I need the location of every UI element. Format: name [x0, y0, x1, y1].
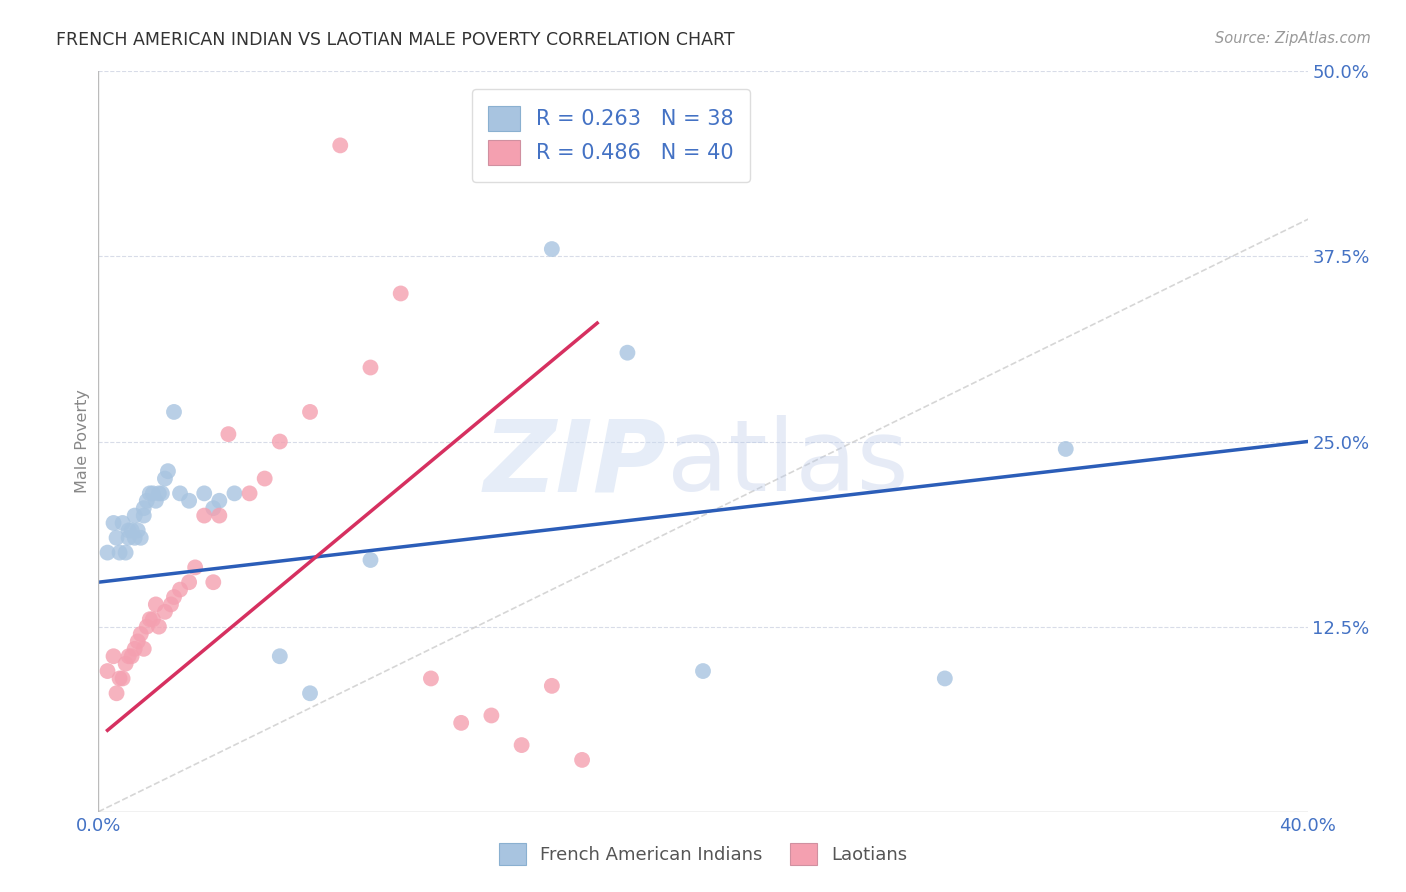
Point	[139, 486, 162, 500]
Point	[299, 405, 322, 419]
Point	[169, 486, 191, 500]
Point	[150, 486, 173, 500]
Point	[142, 612, 165, 626]
Point	[118, 531, 141, 545]
Point	[450, 715, 472, 730]
Point	[142, 486, 165, 500]
Point	[160, 598, 183, 612]
Text: atlas: atlas	[666, 416, 908, 512]
Point	[202, 501, 225, 516]
Point	[239, 486, 262, 500]
Text: ZIP: ZIP	[484, 416, 666, 512]
Point	[111, 516, 134, 530]
Point	[96, 546, 118, 560]
Point	[127, 634, 149, 648]
Point	[103, 649, 125, 664]
Point	[571, 753, 593, 767]
Point	[360, 553, 382, 567]
Point	[132, 641, 155, 656]
Point	[132, 501, 155, 516]
Point	[105, 531, 128, 545]
Point	[389, 286, 412, 301]
Point	[481, 708, 503, 723]
Point	[208, 493, 231, 508]
Point	[208, 508, 231, 523]
Point	[540, 242, 562, 256]
Point	[217, 427, 239, 442]
Point	[163, 405, 186, 419]
Point	[169, 582, 191, 597]
Point	[153, 471, 176, 485]
Point	[108, 546, 131, 560]
Point	[420, 672, 443, 686]
Point	[132, 508, 155, 523]
Point	[540, 679, 562, 693]
Point	[1054, 442, 1077, 456]
Point	[145, 598, 167, 612]
Point	[184, 560, 207, 574]
Point	[224, 486, 246, 500]
Point	[124, 508, 146, 523]
Point	[135, 619, 157, 633]
Point	[148, 619, 170, 633]
Point	[139, 612, 162, 626]
Point	[202, 575, 225, 590]
Point	[129, 627, 152, 641]
Text: Source: ZipAtlas.com: Source: ZipAtlas.com	[1215, 31, 1371, 46]
Point	[135, 493, 157, 508]
Point	[111, 672, 134, 686]
Point	[108, 672, 131, 686]
Y-axis label: Male Poverty: Male Poverty	[75, 390, 90, 493]
Point	[193, 486, 215, 500]
Point	[118, 649, 141, 664]
Point	[145, 493, 167, 508]
Point	[105, 686, 128, 700]
Point	[121, 524, 143, 538]
Point	[127, 524, 149, 538]
Legend: R = 0.263   N = 38, R = 0.486   N = 40: R = 0.263 N = 38, R = 0.486 N = 40	[471, 89, 751, 182]
Point	[269, 434, 291, 449]
Point	[148, 486, 170, 500]
Point	[193, 508, 215, 523]
Point	[156, 464, 179, 478]
Point	[114, 546, 136, 560]
Point	[103, 516, 125, 530]
Point	[118, 524, 141, 538]
Point	[179, 493, 201, 508]
Point	[329, 138, 352, 153]
Point	[96, 664, 118, 678]
Point	[179, 575, 201, 590]
Text: FRENCH AMERICAN INDIAN VS LAOTIAN MALE POVERTY CORRELATION CHART: FRENCH AMERICAN INDIAN VS LAOTIAN MALE P…	[56, 31, 735, 49]
Legend: French American Indians, Laotians: French American Indians, Laotians	[492, 836, 914, 872]
Point	[934, 672, 956, 686]
Point	[114, 657, 136, 671]
Point	[269, 649, 291, 664]
Point	[253, 471, 276, 485]
Point	[153, 605, 176, 619]
Point	[616, 345, 638, 359]
Point	[124, 531, 146, 545]
Point	[692, 664, 714, 678]
Point	[360, 360, 382, 375]
Point	[121, 649, 143, 664]
Point	[163, 590, 186, 604]
Point	[510, 738, 533, 752]
Point	[124, 641, 146, 656]
Point	[129, 531, 152, 545]
Point	[299, 686, 322, 700]
